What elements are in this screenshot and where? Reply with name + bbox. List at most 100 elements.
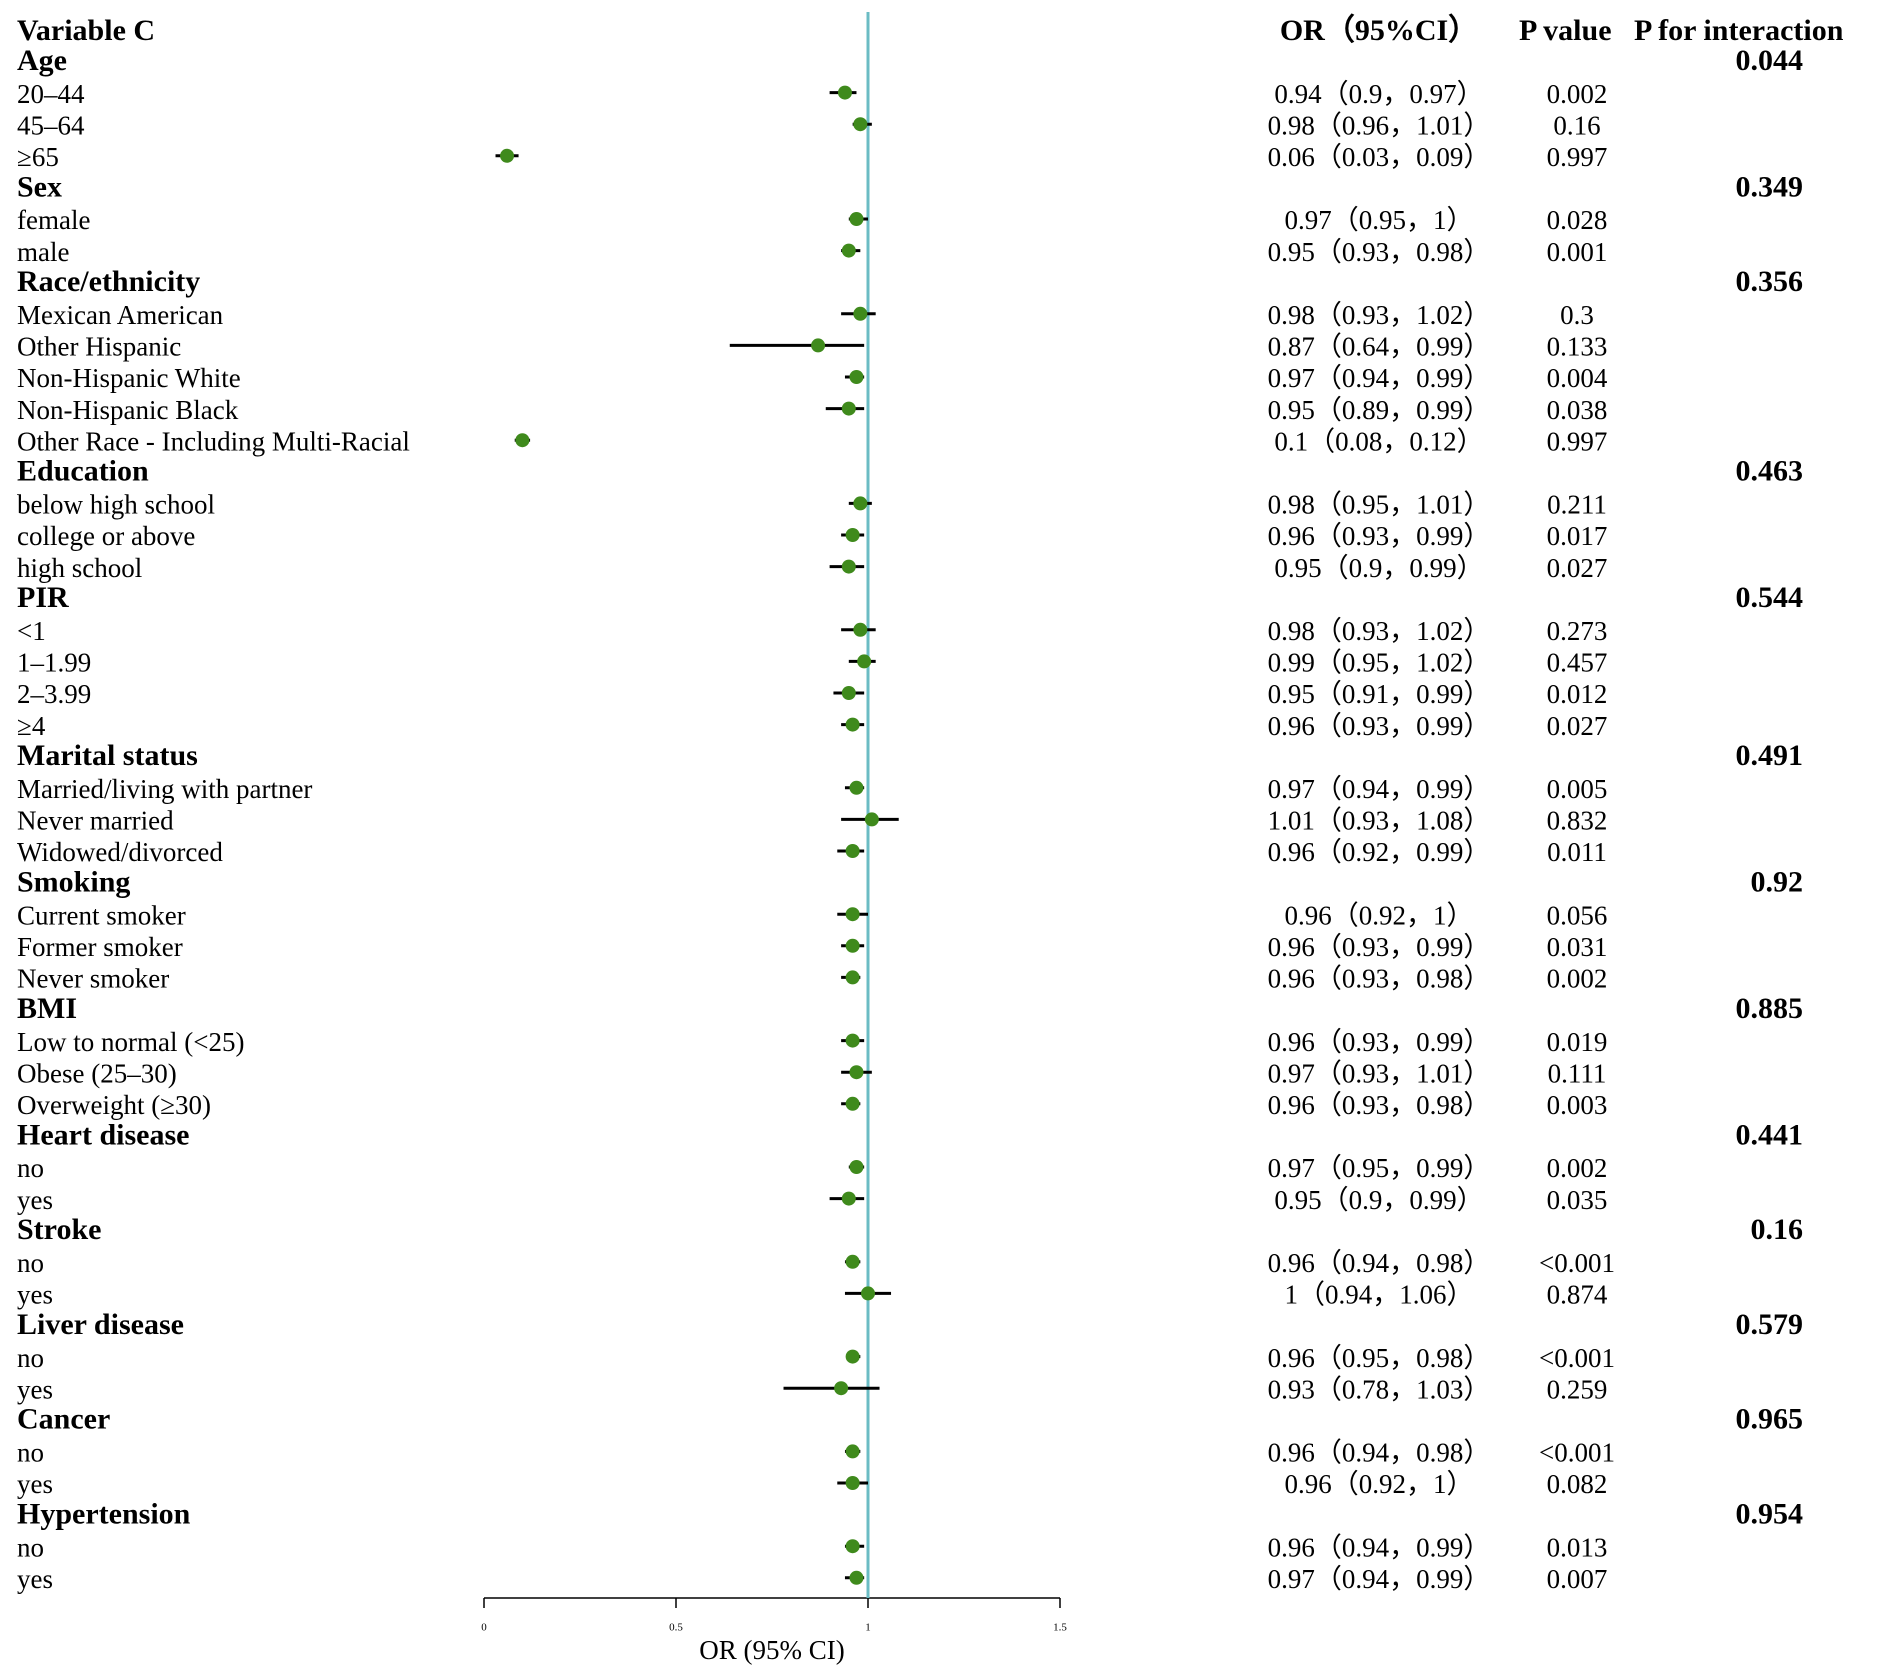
column-header: P for interaction: [1634, 14, 1844, 47]
row-label: 1–1.99: [17, 648, 91, 678]
row-label: male: [17, 237, 69, 267]
row-label: Overweight (≥30): [17, 1090, 211, 1120]
or-point: [864, 812, 879, 827]
p-interaction: 0.16: [1751, 1213, 1804, 1246]
column-header: P value: [1519, 14, 1612, 47]
row-label: Low to normal (<25): [17, 1027, 244, 1057]
or-point: [845, 907, 860, 922]
p-value: 0.259: [1547, 1374, 1608, 1404]
or-point: [849, 1065, 864, 1080]
p-value: 0.005: [1547, 774, 1608, 804]
p-value: <0.001: [1539, 1248, 1615, 1278]
p-value: 0.874: [1547, 1280, 1608, 1310]
row-label: yes: [17, 1280, 53, 1310]
row-label: 20–44: [17, 79, 85, 109]
or-point: [853, 117, 868, 132]
or-point: [811, 338, 826, 353]
p-value: 0.001: [1547, 237, 1608, 267]
p-value: 0.007: [1547, 1564, 1608, 1594]
p-value: 0.133: [1547, 332, 1608, 362]
or-ci-label: 0.95（0.91，0.99）: [1268, 679, 1491, 709]
or-ci-label: 0.96（0.92，1）: [1285, 900, 1474, 930]
row-label: high school: [17, 553, 142, 583]
or-point: [845, 1444, 860, 1459]
p-value: 0.002: [1547, 79, 1608, 109]
or-point: [845, 1033, 860, 1048]
p-interaction: 0.965: [1736, 1403, 1804, 1436]
row-label: 45–64: [17, 110, 85, 140]
row-label: yes: [17, 1469, 53, 1499]
or-point: [845, 717, 860, 732]
row-label: no: [17, 1438, 44, 1468]
group-label: BMI: [17, 992, 77, 1025]
row-label: no: [17, 1153, 44, 1183]
group-label: Cancer: [17, 1403, 110, 1436]
p-value: 0.211: [1547, 490, 1607, 520]
row-label: female: [17, 205, 90, 235]
p-interaction: 0.491: [1736, 739, 1804, 772]
or-ci-label: 0.87（0.64，0.99）: [1268, 332, 1491, 362]
row-label: Never married: [17, 806, 174, 836]
p-value: 0.028: [1547, 205, 1608, 235]
or-point: [515, 433, 530, 448]
or-point: [853, 622, 868, 637]
p-value: <0.001: [1539, 1343, 1615, 1373]
or-point: [845, 1476, 860, 1490]
p-value: 0.038: [1547, 395, 1608, 425]
group-label: Smoking: [17, 865, 130, 898]
p-value: 0.013: [1547, 1532, 1608, 1562]
p-value: 0.035: [1547, 1185, 1608, 1215]
or-point: [845, 528, 860, 542]
p-value: 0.031: [1547, 932, 1608, 962]
row-label: no: [17, 1248, 44, 1278]
p-value: 0.082: [1547, 1469, 1608, 1499]
group-label: Race/ethnicity: [17, 265, 200, 298]
row-label: Former smoker: [17, 932, 183, 962]
or-ci-label: 0.98（0.93，1.02）: [1268, 616, 1491, 646]
group-label: Sex: [17, 170, 62, 203]
p-value: 0.3: [1560, 300, 1594, 330]
p-interaction: 0.579: [1736, 1308, 1804, 1341]
or-point: [849, 1570, 864, 1585]
or-point: [841, 559, 856, 574]
row-label: yes: [17, 1185, 53, 1215]
p-value: 0.056: [1547, 900, 1608, 930]
row-label: Non-Hispanic Black: [17, 395, 239, 425]
p-value: 0.832: [1547, 806, 1608, 836]
group-label: Hypertension: [17, 1497, 191, 1530]
or-ci-label: 0.1（0.08，0.12）: [1274, 426, 1483, 456]
row-label: no: [17, 1532, 44, 1562]
x-tick-label: 0: [481, 1622, 487, 1634]
or-ci-label: 0.97（0.94，0.99）: [1268, 1564, 1491, 1594]
p-value: 0.002: [1547, 1153, 1608, 1183]
p-value: 0.027: [1547, 553, 1608, 583]
row-label: Current smoker: [17, 900, 186, 930]
or-ci-label: 0.96（0.93，0.98）: [1268, 964, 1491, 994]
row-label: yes: [17, 1564, 53, 1594]
or-point: [853, 496, 868, 511]
or-ci-label: 0.93（0.78，1.03）: [1268, 1374, 1491, 1404]
or-point: [841, 686, 856, 700]
p-value: 0.111: [1548, 1058, 1607, 1088]
or-ci-label: 0.97（0.93，1.01）: [1268, 1058, 1491, 1088]
p-interaction: 0.954: [1736, 1497, 1804, 1530]
x-tick-label: 1: [865, 1622, 871, 1634]
or-ci-label: 0.96（0.92，1）: [1285, 1469, 1474, 1499]
row-label: 2–3.99: [17, 679, 91, 709]
row-label: below high school: [17, 490, 215, 520]
or-point: [845, 938, 860, 953]
or-point: [841, 1191, 856, 1206]
p-interaction: 0.463: [1736, 455, 1804, 488]
p-value: 0.003: [1547, 1090, 1608, 1120]
or-point: [837, 85, 852, 100]
p-value: 0.997: [1547, 426, 1608, 456]
p-interaction: 0.544: [1736, 581, 1804, 614]
or-point: [845, 1539, 860, 1554]
p-interaction: 0.441: [1736, 1118, 1804, 1151]
or-point: [841, 401, 856, 416]
group-label: Education: [17, 455, 149, 488]
or-ci-label: 0.97（0.95，1）: [1285, 205, 1474, 235]
or-ci-label: 0.96（0.94，0.98）: [1268, 1438, 1491, 1468]
